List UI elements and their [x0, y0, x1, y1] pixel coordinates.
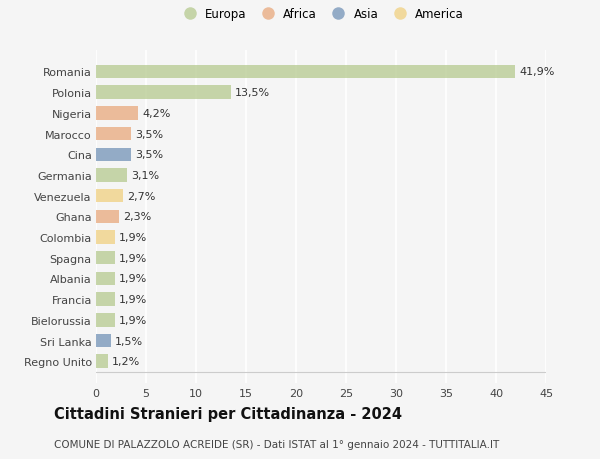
Bar: [96, 272, 115, 285]
Text: 2,7%: 2,7%: [127, 191, 155, 201]
Text: 3,5%: 3,5%: [135, 129, 163, 139]
Text: 3,1%: 3,1%: [131, 171, 159, 180]
Bar: [96, 128, 131, 141]
Text: 1,9%: 1,9%: [119, 233, 147, 242]
Text: 3,5%: 3,5%: [135, 150, 163, 160]
Bar: [96, 355, 108, 368]
Text: 41,9%: 41,9%: [519, 67, 554, 77]
Text: 13,5%: 13,5%: [235, 88, 270, 98]
Text: Cittadini Stranieri per Cittadinanza - 2024: Cittadini Stranieri per Cittadinanza - 2…: [54, 406, 402, 421]
Bar: [96, 334, 111, 347]
Bar: [96, 293, 115, 306]
Bar: [96, 210, 119, 224]
Text: 1,9%: 1,9%: [119, 253, 147, 263]
Bar: [96, 148, 131, 162]
Bar: [96, 169, 127, 182]
Bar: [96, 252, 115, 265]
Text: 1,5%: 1,5%: [115, 336, 143, 346]
Text: 1,2%: 1,2%: [112, 357, 140, 366]
Bar: [96, 107, 138, 120]
Legend: Europa, Africa, Asia, America: Europa, Africa, Asia, America: [173, 3, 469, 26]
Text: 4,2%: 4,2%: [142, 109, 170, 118]
Text: 1,9%: 1,9%: [119, 274, 147, 284]
Bar: [96, 231, 115, 244]
Text: 1,9%: 1,9%: [119, 295, 147, 304]
Bar: [96, 313, 115, 327]
Text: 1,9%: 1,9%: [119, 315, 147, 325]
Text: 2,3%: 2,3%: [123, 212, 151, 222]
Bar: [96, 190, 123, 203]
Bar: [96, 66, 515, 79]
Text: COMUNE DI PALAZZOLO ACREIDE (SR) - Dati ISTAT al 1° gennaio 2024 - TUTTITALIA.IT: COMUNE DI PALAZZOLO ACREIDE (SR) - Dati …: [54, 439, 499, 449]
Bar: [96, 86, 231, 100]
